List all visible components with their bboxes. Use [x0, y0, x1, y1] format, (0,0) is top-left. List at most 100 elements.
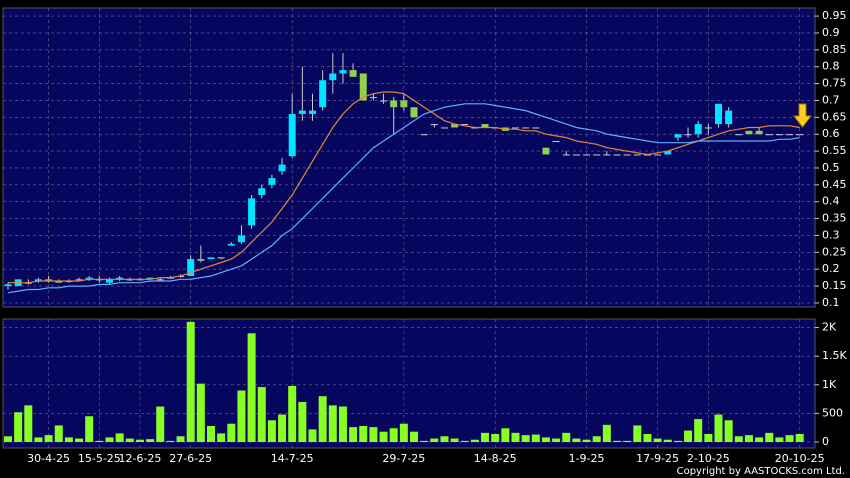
x-tick-label: 15-5-25	[78, 452, 121, 465]
x-tick-label: 2-10-25	[687, 452, 730, 465]
candle-body	[603, 154, 611, 156]
candle-body	[532, 127, 540, 129]
volume-bar	[653, 438, 662, 442]
volume-bar	[562, 432, 571, 442]
volume-bar	[95, 440, 104, 442]
volume-bar	[247, 333, 256, 442]
ma-line	[8, 91, 800, 284]
volume-bar	[673, 440, 682, 442]
candle-body	[248, 198, 256, 226]
volume-bar	[4, 436, 12, 442]
y-tick-label: 0.65	[822, 110, 847, 123]
candle-body	[410, 107, 418, 118]
volume-bar	[501, 428, 510, 442]
candle-body	[786, 134, 794, 136]
y-tick-label: 0.1	[822, 296, 840, 309]
candle-body	[319, 80, 327, 108]
candle-body	[725, 110, 733, 125]
y-tick-label: 0.5	[822, 161, 840, 174]
x-tick-label: 14-8-25	[474, 452, 517, 465]
y-tick-label: 0	[822, 435, 829, 448]
candle-body	[440, 127, 448, 129]
volume-bar	[288, 385, 297, 442]
volume-bar	[14, 412, 23, 442]
volume-bar	[643, 433, 652, 442]
candle-body	[461, 124, 469, 126]
volume-bar	[775, 437, 784, 442]
volume-bar	[75, 438, 84, 442]
candle-body	[217, 257, 225, 259]
candle-body	[775, 134, 783, 136]
candle-body	[390, 100, 398, 108]
y-tick-label: 0.45	[822, 178, 847, 191]
volume-bar	[217, 433, 226, 442]
x-tick-label: 1-9-25	[569, 452, 605, 465]
y-tick-label: 0.3	[822, 228, 840, 241]
candle-body	[623, 154, 631, 156]
candle-body	[684, 134, 692, 136]
volume-bar	[470, 439, 479, 442]
candle-body	[562, 154, 570, 156]
volume-bar	[379, 431, 388, 442]
candle-body	[704, 127, 712, 129]
volume-panel	[2, 318, 816, 449]
volume-bar	[338, 406, 347, 442]
volume-bar	[684, 430, 693, 442]
copyright: Copyright by AASTOCKS.com Ltd.	[677, 466, 845, 477]
candle-body	[694, 124, 702, 135]
volume-bar	[724, 420, 733, 442]
volume-bar	[460, 440, 469, 442]
volume-bar	[491, 433, 500, 442]
y-tick-label: 0.25	[822, 245, 847, 258]
volume-bar	[308, 429, 317, 442]
candle-body	[420, 134, 428, 136]
candle-body	[106, 279, 113, 283]
y-tick-label: 0.9	[822, 26, 840, 39]
volume-bar	[755, 437, 764, 442]
volume-bar	[278, 414, 287, 442]
volume-bar	[602, 424, 611, 442]
candle-body	[359, 73, 367, 101]
volume-bar	[785, 435, 794, 442]
candle-body	[654, 154, 662, 156]
volume-bar	[328, 405, 337, 442]
candle-body	[745, 130, 753, 135]
y-tick-label: 0.95	[822, 9, 847, 22]
candle-body	[116, 277, 124, 280]
candle-body	[309, 110, 316, 114]
candle-body	[522, 127, 530, 129]
volume-bar	[196, 383, 205, 442]
x-tick-label: 30-4-25	[27, 452, 70, 465]
volume-bar	[663, 439, 672, 442]
candle-body	[34, 279, 42, 282]
x-tick-label: 12-6-25	[118, 452, 161, 465]
candle-body	[187, 259, 195, 276]
candle-body	[298, 110, 306, 114]
y-tick-label: 0.2	[822, 262, 840, 275]
y-tick-label: 2K	[822, 321, 837, 334]
candle-body	[55, 281, 63, 283]
candle-body	[512, 127, 519, 129]
y-tick-label: 0.55	[822, 144, 847, 157]
candle-body	[715, 103, 722, 125]
y-tick-label: 1.5K	[822, 349, 847, 362]
volume-bar	[359, 425, 368, 442]
volume-bar	[389, 428, 398, 442]
volume-bar	[227, 423, 236, 442]
volume-bar	[267, 420, 276, 442]
signal-arrow	[792, 103, 813, 128]
candle-body	[755, 130, 763, 135]
x-tick-label: 27-6-25	[169, 452, 212, 465]
volume-bar	[186, 321, 195, 442]
y-tick-label: 0.75	[822, 77, 847, 90]
volume-bar	[410, 431, 418, 442]
volume-bar	[440, 436, 449, 442]
volume-bar	[125, 438, 134, 442]
volume-bar	[734, 436, 743, 442]
candle-body	[197, 259, 205, 261]
volume-bar	[552, 438, 561, 442]
x-tick-label: 20-10-25	[775, 452, 825, 465]
candle-body	[4, 284, 12, 287]
volume-bar	[694, 419, 703, 442]
volume-bar	[531, 434, 540, 442]
